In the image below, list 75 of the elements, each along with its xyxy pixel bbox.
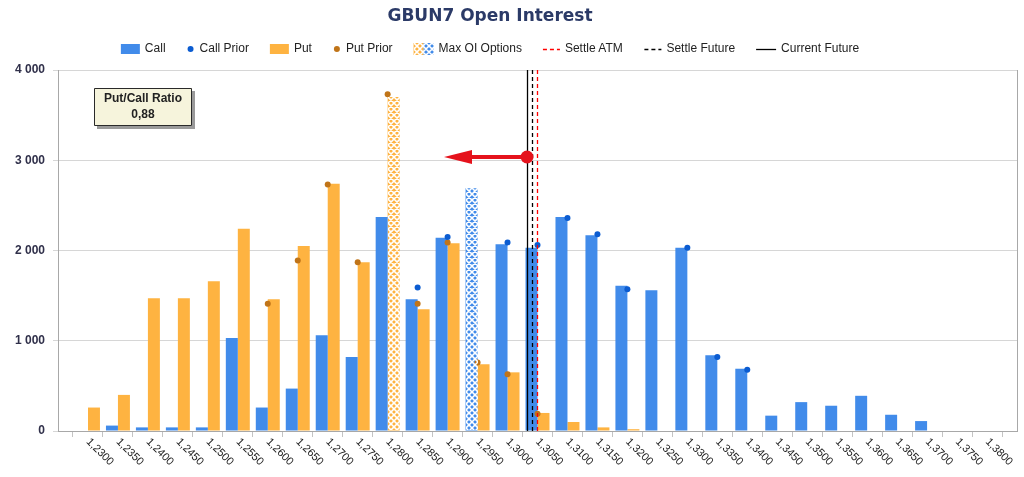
legend-label: Settle Future: [666, 41, 736, 56]
bar: [177, 298, 190, 431]
bar: [327, 183, 340, 431]
bar: [135, 427, 148, 431]
legend-label: Call: [144, 41, 166, 56]
bar: [537, 412, 550, 431]
bar: [297, 245, 310, 431]
bar: [567, 421, 580, 431]
y-tick-label: 0: [38, 423, 46, 438]
point: [504, 371, 511, 378]
legend-label: Settle ATM: [564, 41, 623, 56]
legend-label: Put: [293, 41, 313, 56]
bar: [195, 427, 208, 431]
point: [384, 91, 391, 98]
bar: [507, 372, 520, 431]
bar: [555, 217, 568, 431]
point: [354, 259, 361, 266]
bar: [87, 407, 100, 431]
bar: [267, 299, 280, 431]
point: [414, 284, 421, 291]
bar: [435, 237, 448, 431]
bar: [735, 368, 748, 431]
bar: [795, 402, 808, 431]
bar: [117, 394, 130, 431]
bar: [417, 309, 430, 431]
bar: [825, 405, 838, 431]
bar: [345, 357, 358, 431]
chart-title: GBUN7 Open Interest: [387, 5, 593, 26]
legend-label: Max OI Options: [438, 41, 522, 56]
annotation: Put/Call Ratio: [104, 91, 183, 106]
bar: [285, 388, 298, 431]
legend-label: Current Future: [781, 41, 860, 56]
bar: [615, 285, 628, 431]
point: [744, 366, 751, 373]
bar: [675, 247, 688, 431]
point: [294, 257, 301, 264]
bar: [315, 335, 328, 431]
point: [264, 300, 271, 307]
bar: [585, 235, 598, 431]
point: [444, 233, 451, 240]
bar: [357, 262, 370, 431]
bar: [447, 243, 460, 431]
bar: [645, 290, 658, 431]
bar: [765, 415, 778, 431]
point: [564, 215, 571, 222]
bar: [105, 425, 118, 431]
bar: [255, 407, 268, 431]
bar: [885, 414, 898, 431]
point: [624, 286, 631, 293]
point: [414, 300, 421, 307]
bar: [405, 299, 418, 431]
bar: [597, 427, 610, 431]
annotation: 0,88: [131, 107, 155, 122]
point: [444, 239, 451, 246]
bar: [147, 298, 160, 431]
point: [504, 239, 511, 246]
y-tick-label: 4 000: [14, 62, 46, 77]
y-tick-label: 3 000: [14, 152, 46, 167]
point: [324, 181, 331, 188]
legend-label: Call Prior: [199, 41, 249, 56]
bar: [705, 355, 718, 431]
bar: [915, 421, 928, 431]
bar: [237, 228, 250, 431]
point: [714, 354, 721, 360]
y-tick-label: 1 000: [14, 333, 46, 348]
bar: [207, 281, 220, 431]
bar: [477, 364, 490, 431]
point: [594, 231, 601, 238]
bar: [855, 395, 868, 431]
point: [684, 244, 691, 251]
bar: [225, 338, 238, 431]
legend-label: Put Prior: [345, 41, 393, 56]
bar: [165, 427, 178, 431]
bar: [495, 244, 508, 431]
y-tick-label: 2 000: [14, 242, 46, 257]
